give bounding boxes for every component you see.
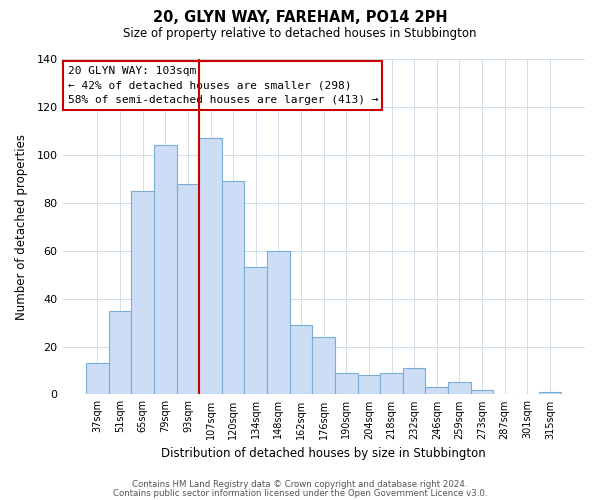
Bar	[131, 191, 154, 394]
Bar	[313, 337, 335, 394]
Bar	[86, 364, 109, 394]
Bar	[425, 387, 448, 394]
Bar	[176, 184, 199, 394]
Bar	[380, 373, 403, 394]
Text: 20, GLYN WAY, FAREHAM, PO14 2PH: 20, GLYN WAY, FAREHAM, PO14 2PH	[152, 10, 448, 25]
Bar	[471, 390, 493, 394]
Text: Size of property relative to detached houses in Stubbington: Size of property relative to detached ho…	[123, 28, 477, 40]
Bar	[109, 310, 131, 394]
Text: Contains public sector information licensed under the Open Government Licence v3: Contains public sector information licen…	[113, 488, 487, 498]
Bar	[154, 146, 176, 394]
Y-axis label: Number of detached properties: Number of detached properties	[15, 134, 28, 320]
Bar	[290, 325, 313, 394]
X-axis label: Distribution of detached houses by size in Stubbington: Distribution of detached houses by size …	[161, 447, 486, 460]
Bar	[199, 138, 222, 394]
Bar	[335, 373, 358, 394]
Bar	[267, 250, 290, 394]
Bar	[244, 268, 267, 394]
Bar	[222, 181, 244, 394]
Bar	[403, 368, 425, 394]
Text: 20 GLYN WAY: 103sqm
← 42% of detached houses are smaller (298)
58% of semi-detac: 20 GLYN WAY: 103sqm ← 42% of detached ho…	[68, 66, 378, 106]
Bar	[539, 392, 561, 394]
Bar	[448, 382, 471, 394]
Bar	[358, 376, 380, 394]
Text: Contains HM Land Registry data © Crown copyright and database right 2024.: Contains HM Land Registry data © Crown c…	[132, 480, 468, 489]
